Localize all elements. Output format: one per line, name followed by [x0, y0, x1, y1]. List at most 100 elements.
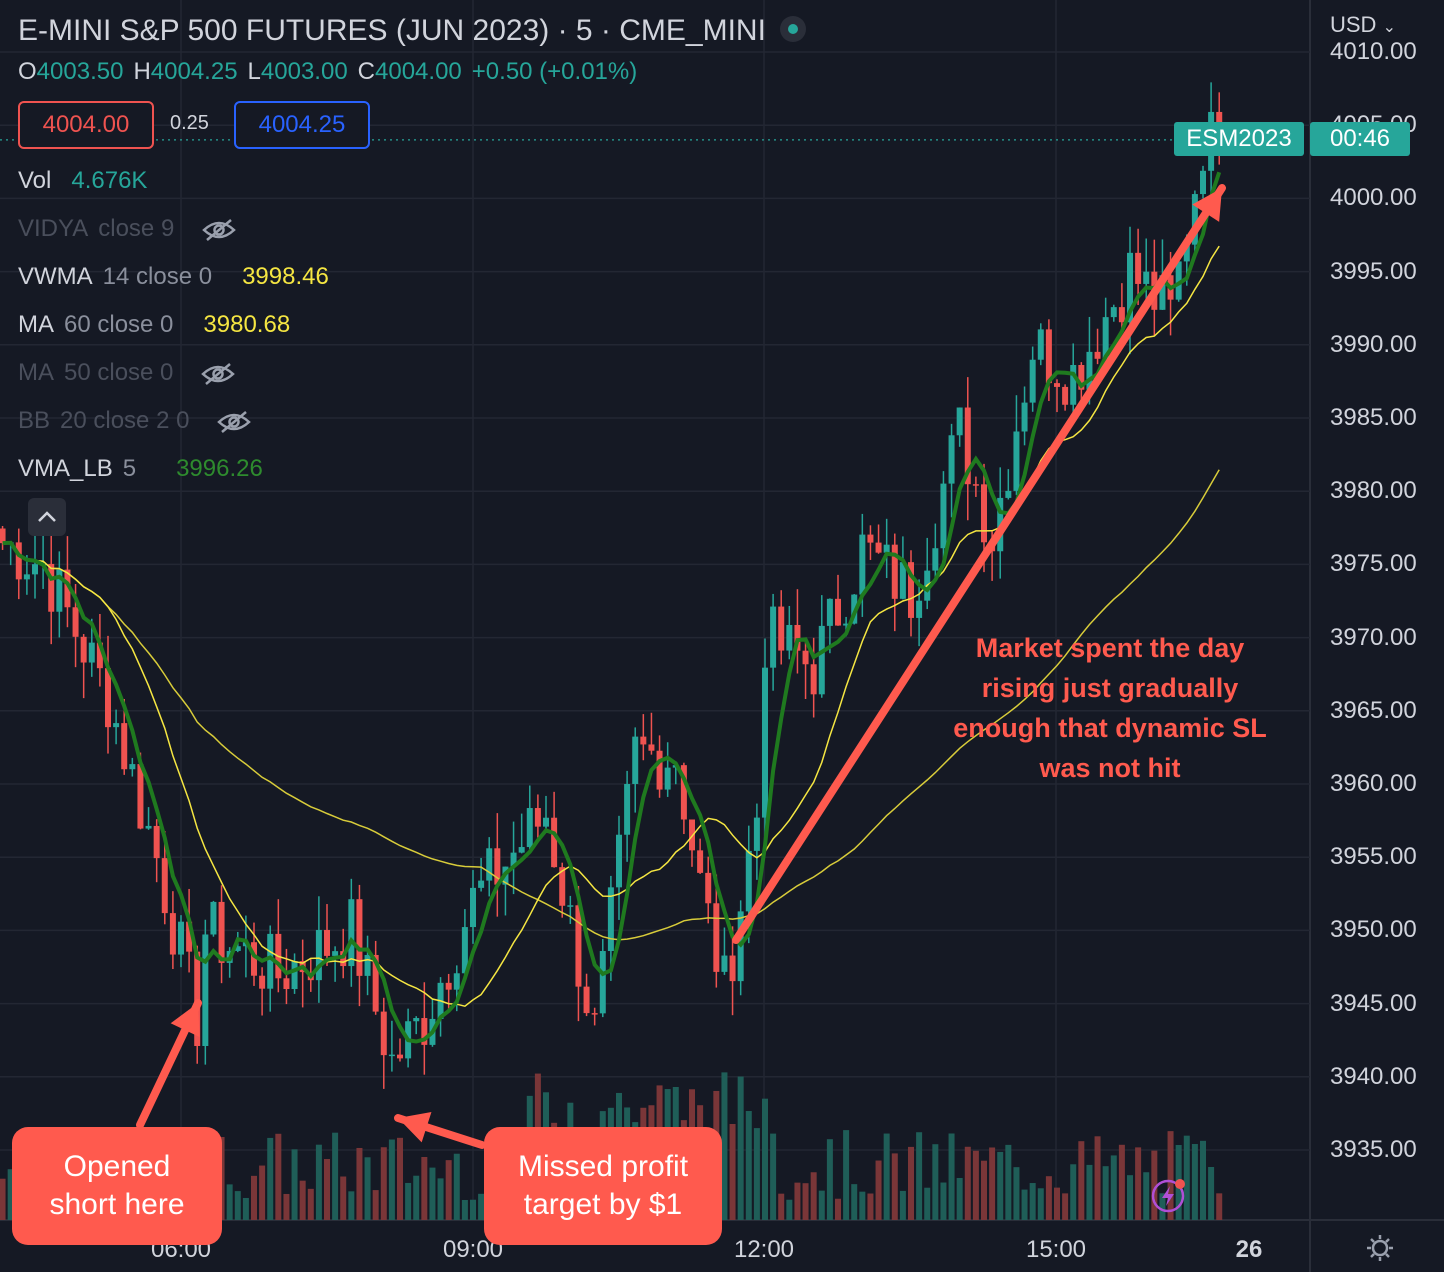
- change-value: +0.50 (+0.01%): [471, 58, 638, 85]
- indicator-value: 3998.46: [242, 263, 329, 290]
- candle-body: [981, 484, 987, 543]
- volume-bar: [989, 1147, 996, 1220]
- collapse-legend-button[interactable]: [28, 498, 66, 536]
- buy-button[interactable]: 4004.25: [234, 101, 370, 149]
- volume-bar: [332, 1132, 339, 1220]
- candle: [899, 536, 906, 600]
- eye-hidden-icon[interactable]: [201, 218, 237, 242]
- gear-icon[interactable]: [1366, 1234, 1394, 1262]
- indicator-ma50[interactable]: MA 50 close 0: [18, 358, 236, 388]
- sell-button[interactable]: 4004.00: [18, 101, 154, 149]
- candle-body: [1013, 431, 1020, 491]
- candle: [202, 919, 209, 1065]
- volume-bar: [916, 1132, 923, 1220]
- candle: [1191, 190, 1198, 253]
- candle-body: [713, 903, 720, 972]
- indicator-vwma[interactable]: VWMA 14 close 0 3998.46: [18, 262, 329, 292]
- volume-bar: [315, 1144, 322, 1220]
- candle: [178, 915, 184, 968]
- volume-bar: [364, 1157, 371, 1220]
- candle-body: [656, 750, 663, 790]
- candle-body: [210, 901, 217, 935]
- indicator-params: 14 close 0: [102, 263, 213, 290]
- candle: [324, 904, 330, 967]
- candle: [1013, 395, 1020, 496]
- candle: [640, 714, 647, 761]
- candle: [421, 982, 428, 1075]
- candle-body: [202, 934, 209, 1046]
- candle: [0, 525, 6, 550]
- candle: [1005, 469, 1012, 500]
- candle: [932, 523, 939, 582]
- candle-body: [315, 929, 322, 981]
- indicator-params: 5: [122, 455, 137, 482]
- candle: [80, 634, 87, 699]
- currency-selector[interactable]: USD ⌄: [1330, 12, 1396, 38]
- volume-bar: [1216, 1193, 1223, 1220]
- volume-bar: [1118, 1144, 1125, 1220]
- candle-body: [15, 542, 22, 580]
- candle: [1045, 319, 1052, 401]
- volume-bar: [1045, 1176, 1052, 1220]
- candle-body: [624, 783, 631, 835]
- candle: [737, 900, 744, 996]
- candle-body: [835, 598, 841, 626]
- candle: [96, 613, 103, 687]
- candle-body: [113, 723, 120, 728]
- candle-body: [770, 606, 777, 668]
- volume-bar: [794, 1182, 801, 1220]
- indicator-bb[interactable]: BB 20 close 2 0: [18, 406, 252, 436]
- candle-body: [56, 569, 63, 612]
- volume-bar: [786, 1199, 793, 1220]
- indicator-vma-lb[interactable]: VMA_LB 5 3996.26: [18, 454, 263, 484]
- candle: [113, 709, 120, 745]
- volume-bar: [843, 1130, 850, 1220]
- indicator-name: Vol: [18, 167, 52, 194]
- volume-bar: [380, 1147, 387, 1220]
- open-value: 4003.50: [36, 58, 124, 85]
- candle: [1094, 328, 1101, 365]
- candle-body: [591, 1013, 598, 1015]
- candle: [32, 531, 38, 599]
- volume-bar: [413, 1175, 420, 1220]
- candle-body: [445, 982, 452, 990]
- candle: [697, 838, 704, 874]
- candle-body: [664, 767, 671, 790]
- annotation-opened-short-text: Opened short here: [49, 1150, 185, 1221]
- eye-hidden-icon[interactable]: [216, 410, 252, 434]
- candle-body: [762, 667, 768, 818]
- y-tick-label: 3940.00: [1330, 1062, 1417, 1090]
- y-tick-label: 3945.00: [1330, 989, 1417, 1017]
- eye-hidden-icon[interactable]: [200, 362, 236, 386]
- candle-body: [348, 899, 355, 967]
- indicator-ma60[interactable]: MA 60 close 0 3980.68: [18, 310, 290, 340]
- candle-body: [145, 825, 152, 829]
- indicator-vidya[interactable]: VIDYA close 9: [18, 214, 237, 244]
- candle: [105, 635, 111, 754]
- candle-body: [802, 650, 809, 665]
- volume-bar: [388, 1139, 395, 1220]
- volume-bar: [445, 1160, 452, 1220]
- candle-body: [96, 642, 103, 669]
- candle-body: [494, 848, 501, 885]
- candle: [908, 550, 914, 637]
- indicator-params: close 9: [98, 215, 175, 242]
- candle-body: [680, 765, 687, 820]
- candle: [356, 884, 363, 1007]
- volume-bar: [875, 1160, 882, 1220]
- volume-bar: [932, 1144, 939, 1220]
- candle-body: [1086, 351, 1093, 390]
- y-tick-label: 3980.00: [1330, 477, 1417, 505]
- candle-body: [632, 736, 639, 784]
- indicator-vol[interactable]: Vol 4.676K: [18, 166, 147, 196]
- candle: [835, 574, 841, 626]
- volume-bar: [1029, 1183, 1036, 1220]
- indicator-name: VWMA: [18, 263, 93, 290]
- symbol-title[interactable]: E-MINI S&P 500 FUTURES (JUN 2023) · 5 · …: [18, 14, 806, 48]
- volume-bar: [1208, 1167, 1215, 1220]
- candle-body: [372, 954, 379, 1012]
- lightning-icon[interactable]: [1150, 1176, 1188, 1214]
- candle: [705, 856, 712, 924]
